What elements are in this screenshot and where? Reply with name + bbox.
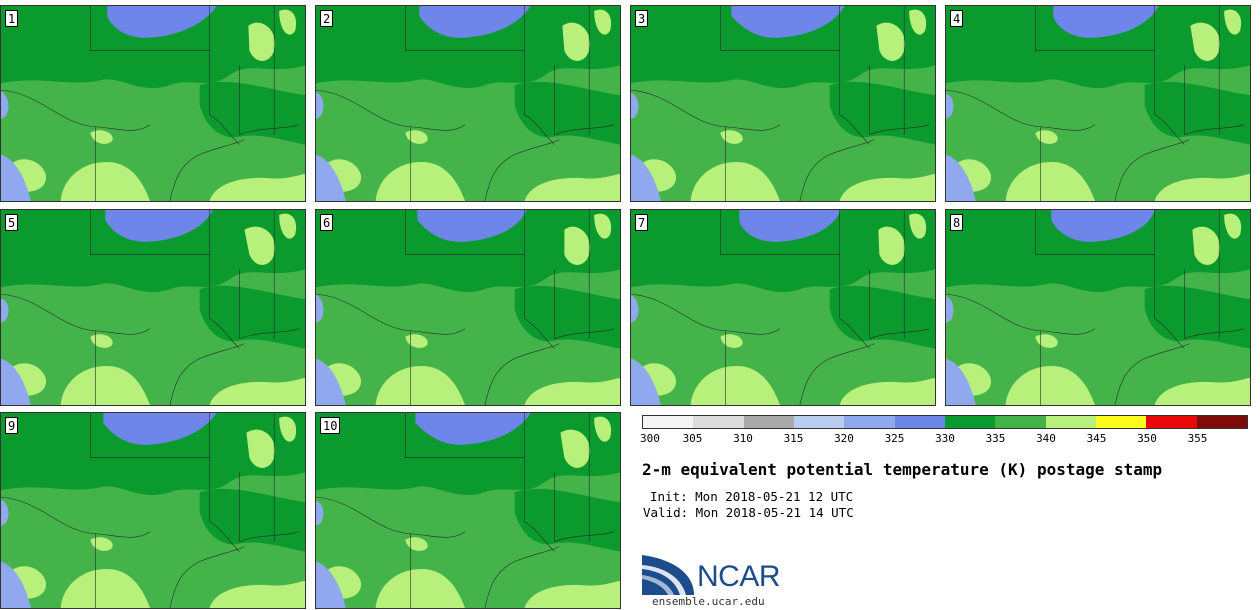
ensemble-member-map-1: 1: [0, 5, 306, 202]
ncar-logo-text: NCAR: [697, 560, 781, 593]
ensemble-member-map-4: 4: [945, 5, 1251, 202]
ensemble-member-map-5: 5: [0, 209, 306, 406]
colorbar-tick-label: 310: [733, 432, 753, 445]
colorbar-tick-label: 325: [884, 432, 905, 445]
member-number-label: 4: [950, 10, 964, 27]
ensemble-member-map-10: 10: [315, 412, 621, 609]
ensemble-member-map-8: 8: [945, 209, 1251, 406]
member-number-label: 1: [5, 10, 19, 27]
colorbar-tick-label: 340: [1036, 432, 1056, 445]
colorbar-segment: [693, 416, 744, 428]
colorbar-tick-label: 350: [1137, 432, 1157, 445]
colorbar-tick-label: 315: [783, 432, 804, 445]
colorbar-tick-label: 320: [834, 432, 854, 445]
colorbar-ticks: 300 305 310 315 320 325 330 335 340 345 350 355: [640, 432, 1248, 446]
chart-title: 2-m equivalent potential temperature (K)…: [642, 460, 1163, 479]
colorbar-segment: [1196, 416, 1247, 428]
member-number-label: 8: [950, 214, 964, 231]
colorbar-segment: [743, 416, 794, 428]
ensemble-url[interactable]: ensemble.ucar.edu: [652, 595, 765, 608]
member-number-label: 3: [635, 10, 649, 27]
colorbar-segment: [643, 416, 694, 428]
ncar-logo-icon: [642, 555, 694, 595]
member-number-label: 7: [635, 214, 649, 231]
colorbar-segment: [894, 416, 945, 428]
colorbar-segment: [793, 416, 845, 428]
valid-time: Valid: Mon 2018-05-21 14 UTC: [643, 505, 854, 520]
member-number-label: 10: [320, 417, 341, 434]
member-number-label: 2: [320, 10, 334, 27]
colorbar-segment: [944, 416, 996, 428]
colorbar-tick-label: 300: [640, 432, 660, 445]
colorbar: [642, 415, 1248, 429]
member-number-label: 9: [5, 417, 19, 434]
ensemble-member-map-9: 9: [0, 412, 306, 609]
colorbar-tick-label: 330: [935, 432, 955, 445]
colorbar-segment: [1045, 416, 1096, 428]
member-number-label: 5: [5, 214, 19, 231]
colorbar-tick-label: 305: [682, 432, 703, 445]
ensemble-member-map-2: 2: [315, 5, 621, 202]
colorbar-tick-label: 335: [985, 432, 1006, 445]
colorbar-tick-label: 355: [1187, 432, 1208, 445]
colorbar-segment: [995, 416, 1046, 428]
init-time: Init: Mon 2018-05-21 12 UTC: [650, 489, 854, 504]
member-number-label: 6: [320, 214, 334, 231]
ensemble-member-map-3: 3: [630, 5, 936, 202]
ensemble-member-map-6: 6: [315, 209, 621, 406]
colorbar-segment: [1146, 416, 1197, 428]
colorbar-tick-label: 345: [1086, 432, 1107, 445]
colorbar-segment: [844, 416, 895, 428]
ensemble-member-map-7: 7: [630, 209, 936, 406]
colorbar-segment: [1095, 416, 1147, 428]
